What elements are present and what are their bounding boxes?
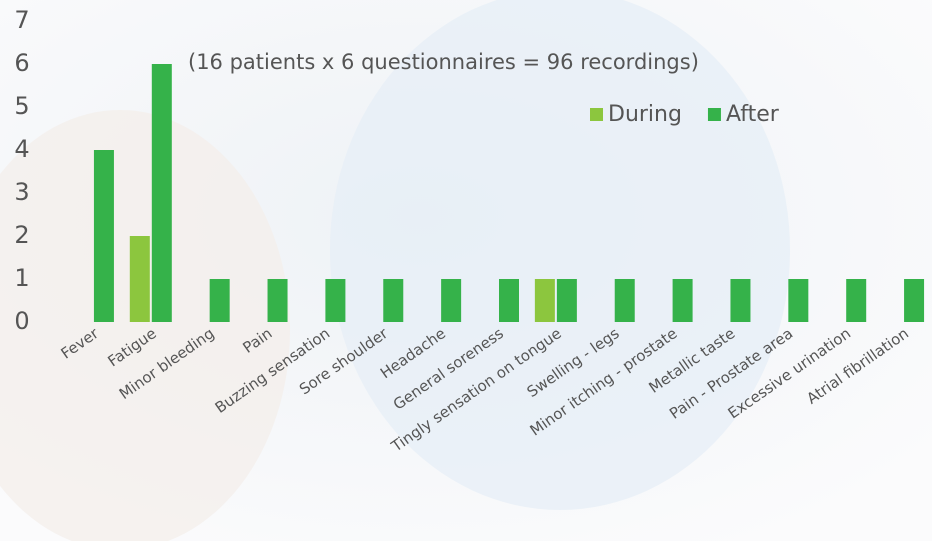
y-tick-label: 4	[14, 135, 29, 163]
bar	[730, 279, 750, 322]
y-tick-label: 7	[14, 6, 29, 34]
y-tick-label: 1	[14, 264, 29, 292]
y-tick-label: 0	[14, 307, 29, 335]
y-tick-label: 5	[14, 92, 29, 120]
legend-label: During	[608, 102, 682, 127]
page: (16 patients x 6 questionnaires = 96 rec…	[0, 0, 932, 541]
chart: (16 patients x 6 questionnaires = 96 rec…	[0, 0, 932, 541]
bar	[383, 279, 403, 322]
legend-label: After	[726, 102, 780, 127]
bar	[130, 236, 150, 322]
bar	[152, 64, 172, 322]
bar	[615, 279, 635, 322]
bar	[846, 279, 866, 322]
bar	[325, 279, 345, 322]
bar	[210, 279, 230, 322]
bar	[94, 150, 114, 322]
bar	[535, 279, 555, 322]
bar	[499, 279, 519, 322]
bar	[441, 279, 461, 322]
legend-swatch	[708, 108, 721, 121]
legend-swatch	[590, 108, 603, 121]
y-tick-label: 2	[14, 221, 29, 249]
bar	[268, 279, 288, 322]
annotation: (16 patients x 6 questionnaires = 96 rec…	[188, 50, 699, 74]
bar	[673, 279, 693, 322]
bar	[557, 279, 577, 322]
bar	[904, 279, 924, 322]
y-tick-label: 3	[14, 178, 29, 206]
y-tick-label: 6	[14, 49, 29, 77]
bar	[788, 279, 808, 322]
